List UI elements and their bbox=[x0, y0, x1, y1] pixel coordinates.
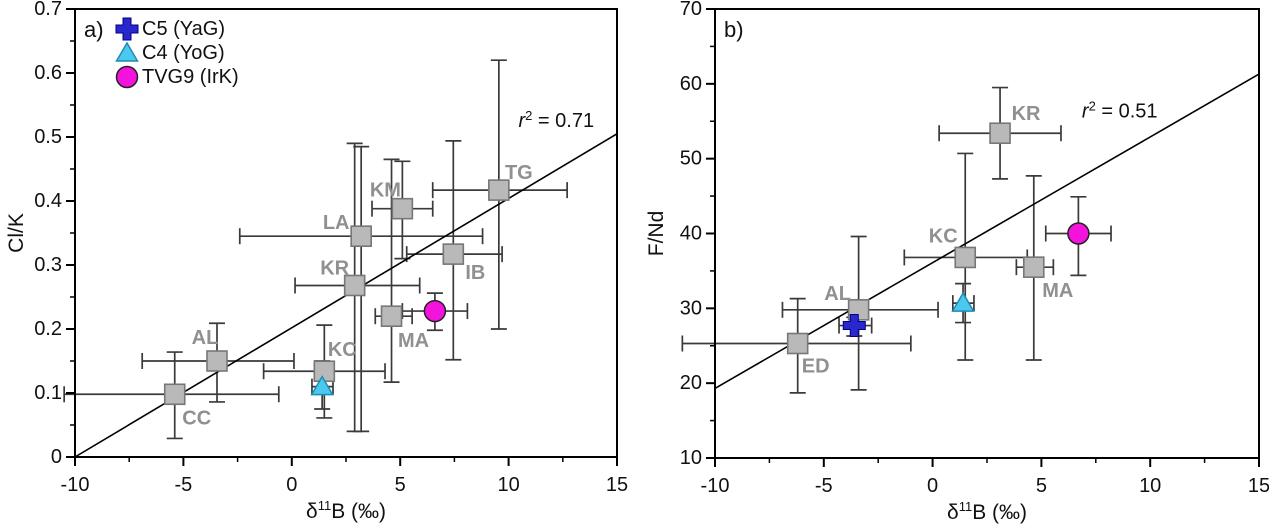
point-label-AL: AL bbox=[192, 327, 219, 349]
point-square-IB bbox=[442, 243, 465, 265]
tspan-shape: δ bbox=[947, 501, 959, 524]
legend-label-1: C5 (YaG) bbox=[142, 18, 225, 40]
point-label-KR: KR bbox=[320, 257, 349, 279]
point-triangle bbox=[310, 375, 334, 396]
tspan-shape: = 0.71 bbox=[532, 110, 594, 132]
y-tick-label: 40 bbox=[680, 223, 702, 245]
y-tick-label: 10 bbox=[680, 447, 702, 469]
x-tick-label: 0 bbox=[286, 474, 297, 496]
y-tick-label: 30 bbox=[680, 297, 702, 319]
point-label-MA: MA bbox=[398, 330, 429, 352]
point-label-IB: IB bbox=[465, 262, 485, 284]
x-tick-label: -10 bbox=[61, 474, 90, 496]
tspan-shape: 11 bbox=[959, 499, 973, 514]
point-label-ED: ED bbox=[802, 356, 830, 378]
point-square-KR bbox=[343, 274, 366, 297]
plus-marker-icon bbox=[115, 17, 139, 41]
data-points bbox=[786, 122, 1090, 355]
point-circle bbox=[423, 299, 447, 323]
point-square-KC bbox=[954, 246, 977, 269]
point-label-LA: LA bbox=[323, 212, 350, 234]
point-square-TG bbox=[488, 179, 510, 201]
point-label-MA: MA bbox=[1042, 280, 1073, 302]
point-square-LA bbox=[350, 225, 372, 247]
y-tick-label: 0.3 bbox=[34, 254, 62, 276]
tspan-shape: B (‰) bbox=[331, 500, 386, 523]
point-label-AL: AL bbox=[824, 283, 851, 305]
x-axis-title: δ11B (‰) bbox=[947, 499, 1027, 524]
point-label-KM: KM bbox=[370, 180, 401, 202]
y-axis-title: Cl/K bbox=[5, 213, 28, 253]
r-squared-annotation: r2 = 0.71 bbox=[518, 108, 594, 132]
point-label-CC: CC bbox=[182, 407, 211, 429]
point-square-KC bbox=[313, 360, 336, 383]
x-tick-label: 0 bbox=[927, 475, 938, 497]
panel-a: CC AL KC KR LA KM MA IB TG -10 -5 0 5 10 15 0 0.1 0.2 0.3 0… bbox=[5, 0, 628, 523]
x-axis-title: δ11B (‰) bbox=[306, 498, 386, 523]
point-label-KR: KR bbox=[1012, 103, 1041, 125]
y-tick-label: 0.6 bbox=[34, 62, 62, 84]
tspan-shape: B (‰) bbox=[972, 501, 1027, 524]
y-tick-label: 0.7 bbox=[34, 0, 62, 20]
y-tick-label: 0.5 bbox=[34, 126, 62, 148]
tspan-shape: = 0.51 bbox=[1096, 101, 1158, 123]
triangle-marker-icon bbox=[115, 41, 139, 62]
y-tick-label: 70 bbox=[680, 0, 702, 20]
tspan-shape: r bbox=[518, 110, 526, 132]
point-square-AL bbox=[206, 350, 228, 372]
y-tick-label: 50 bbox=[680, 148, 702, 170]
point-circle bbox=[1067, 222, 1090, 245]
tspan-shape: 2 bbox=[1089, 99, 1096, 114]
circle-marker-icon bbox=[115, 65, 139, 89]
x-tick-label: 15 bbox=[606, 474, 628, 496]
y-tick-label: 20 bbox=[680, 372, 702, 394]
point-square-ED bbox=[786, 332, 809, 355]
x-tick-label: 10 bbox=[497, 474, 519, 496]
panel-label-a: a) bbox=[84, 17, 104, 42]
y-tick-label: 0.1 bbox=[34, 382, 62, 404]
tspan-shape: 2 bbox=[525, 108, 532, 123]
legend-label-3: TVG9 (IrK) bbox=[142, 66, 239, 88]
point-square-MA bbox=[1022, 256, 1045, 278]
tspan-shape: δ bbox=[306, 500, 318, 523]
y-tick-label: 0.2 bbox=[34, 318, 62, 340]
point-triangle bbox=[951, 291, 975, 312]
x-tick-label: 15 bbox=[1248, 475, 1269, 497]
point-cross bbox=[842, 314, 866, 338]
x-tick-label: -5 bbox=[815, 475, 833, 497]
legend: C5 (YaG)C4 (YoG)TVG9 (IrK) bbox=[115, 17, 239, 89]
legend-label-2: C4 (YoG) bbox=[142, 42, 225, 64]
panel-b: ED AL KC KR MA -10 -5 0 5 10 15 10 20 30 40 50 60 70 δ11B … bbox=[645, 0, 1269, 524]
point-square-CC bbox=[163, 383, 186, 406]
point-label-KC: KC bbox=[929, 225, 958, 247]
x-tick-label: -10 bbox=[701, 475, 730, 497]
y-tick-label: 0 bbox=[51, 446, 62, 468]
point-square-MA bbox=[380, 305, 403, 328]
y-tick-label: 60 bbox=[680, 73, 702, 95]
tspan-shape: r bbox=[1082, 101, 1090, 123]
data-points bbox=[163, 179, 510, 406]
point-label-TG: TG bbox=[505, 162, 533, 184]
panel-label-b: b) bbox=[724, 17, 744, 42]
point-square-KM bbox=[391, 197, 414, 220]
x-tick-label: 5 bbox=[395, 474, 406, 496]
y-axis-title: F/Nd bbox=[645, 211, 668, 257]
point-label-KC: KC bbox=[328, 339, 357, 361]
x-tick-label: 5 bbox=[1036, 475, 1047, 497]
x-tick-label: 10 bbox=[1139, 475, 1161, 497]
tspan-shape: 11 bbox=[318, 498, 332, 513]
point-square-KR bbox=[989, 122, 1011, 145]
x-tick-label: -5 bbox=[175, 474, 193, 496]
y-tick-label: 0.4 bbox=[34, 190, 62, 212]
r-squared-annotation: r2 = 0.51 bbox=[1082, 99, 1158, 123]
